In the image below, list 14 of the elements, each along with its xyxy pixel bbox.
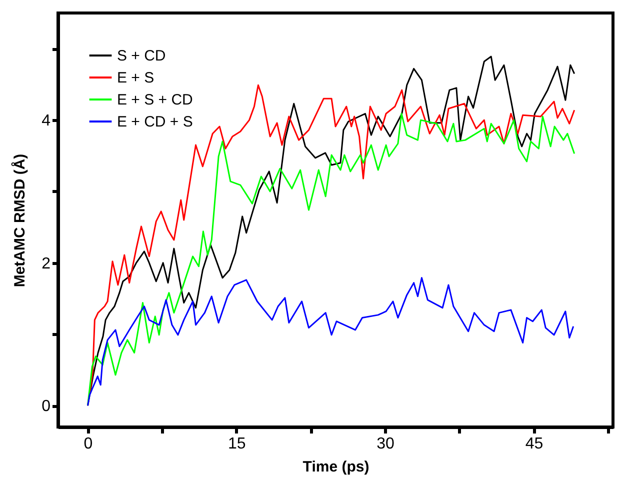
y-axis-title: MetAMC RMSD (Å) (10, 154, 29, 288)
x-tick-label: 30 (376, 436, 395, 452)
line-series (86, 277, 574, 406)
x-axis-title: Time (ps) (302, 458, 370, 476)
legend-label: E + S + CD (117, 92, 194, 108)
legend-label: E + S (117, 70, 154, 86)
y-tick-label: 4 (42, 112, 51, 130)
legend-label: S + CD (117, 48, 166, 64)
x-tick-label: 45 (525, 436, 544, 452)
y-tick-label: 0 (42, 398, 51, 416)
y-tick-label: 2 (42, 255, 51, 272)
x-tick-label: 0 (84, 436, 93, 452)
x-tick-label: 15 (228, 436, 246, 452)
legend-label: E + CD + S (117, 114, 193, 130)
